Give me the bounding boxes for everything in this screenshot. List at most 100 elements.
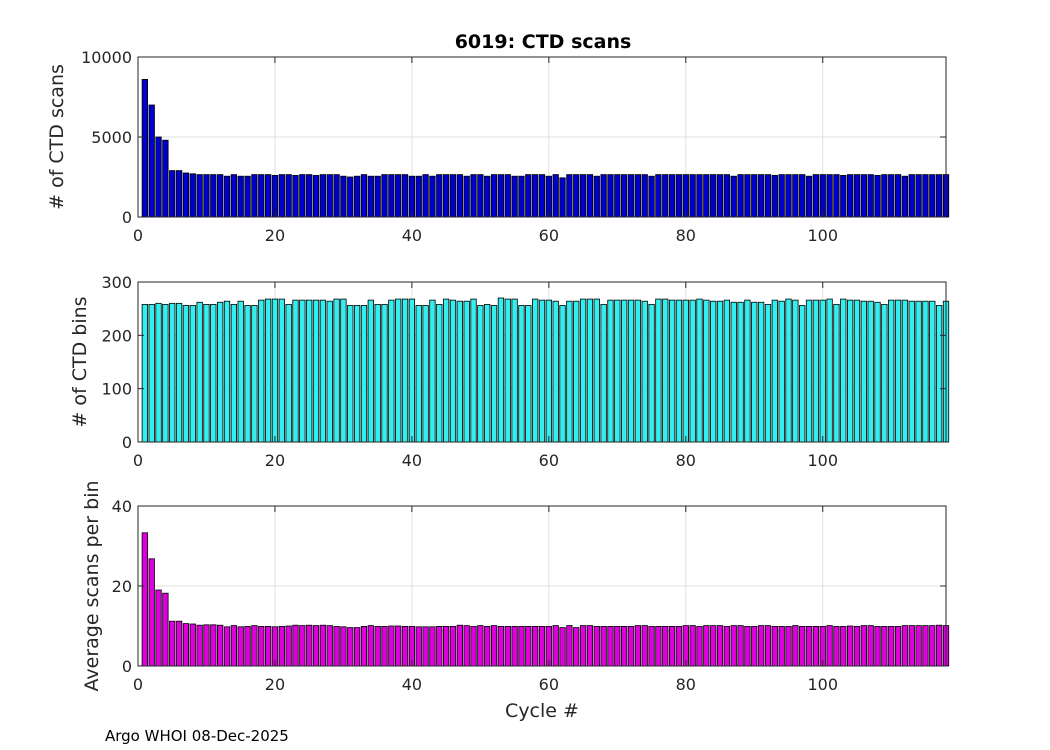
- bar-cycle-1: [141, 79, 148, 218]
- bar-cycle-36: [381, 626, 388, 667]
- bar-cycle-99: [812, 626, 820, 667]
- bar-cycle-7: [182, 623, 190, 667]
- bar-cycle-40: [408, 298, 416, 443]
- bar-cycle-108: [874, 626, 881, 667]
- bar-cycle-22: [285, 625, 292, 667]
- bar-cycle-2: [148, 104, 155, 218]
- bar-cycle-114: [915, 300, 922, 443]
- x-tick-label: 80: [676, 451, 696, 470]
- bar-cycle-80: [682, 299, 689, 443]
- y-tick-label: 10000: [81, 48, 132, 67]
- bar-cycle-86: [723, 626, 731, 667]
- bar-cycle-3: [155, 136, 162, 218]
- bar-cycle-32: [353, 627, 361, 667]
- bar-cycle-65: [579, 174, 587, 218]
- bars: [141, 532, 950, 667]
- bar-cycle-62: [559, 627, 566, 667]
- bar-cycle-100: [819, 299, 826, 443]
- bar-cycle-87: [730, 301, 737, 443]
- x-tick-label: 80: [676, 226, 696, 245]
- bar-cycle-58: [532, 298, 539, 443]
- bar-cycle-52: [490, 625, 498, 667]
- bar-cycle-4: [162, 592, 169, 667]
- bar-cycle-115: [922, 300, 929, 443]
- bar-cycle-10: [203, 303, 210, 443]
- bar-cycle-25: [306, 299, 313, 443]
- bar-cycle-104: [847, 174, 854, 218]
- bar-cycle-12: [217, 624, 224, 667]
- bar-cycle-42: [422, 174, 429, 218]
- bar-cycle-63: [566, 174, 573, 218]
- bar-cycle-28: [326, 300, 333, 443]
- bar-cycle-5: [169, 170, 176, 218]
- bar-cycle-115: [922, 625, 929, 667]
- bar-cycle-71: [621, 299, 628, 443]
- bar-cycle-66: [586, 174, 594, 218]
- bar-cycle-116: [929, 300, 936, 443]
- bar-cycle-38: [395, 174, 402, 218]
- bar-cycle-44: [436, 303, 443, 443]
- bar-cycle-94: [778, 300, 785, 443]
- x-tick-label: 60: [539, 226, 559, 245]
- bar-cycle-42: [422, 626, 429, 667]
- bar-cycle-102: [833, 626, 840, 667]
- bar-cycle-46: [449, 299, 457, 443]
- bar-cycle-7: [182, 305, 190, 443]
- bar-cycle-79: [675, 174, 683, 218]
- bar-cycle-110: [888, 626, 895, 667]
- bar-cycle-70: [614, 299, 621, 443]
- bar-cycle-30: [340, 626, 347, 667]
- bar-cycle-76: [655, 626, 662, 667]
- x-tick-label: 20: [265, 451, 285, 470]
- bar-cycle-103: [840, 174, 847, 218]
- bar-cycle-91: [757, 625, 765, 667]
- bar-cycle-8: [189, 173, 196, 218]
- bar-cycle-95: [785, 174, 792, 218]
- y-tick-label: 40: [112, 497, 132, 516]
- bar-cycle-25: [306, 174, 313, 218]
- bar-cycle-97: [799, 626, 806, 667]
- bar-cycle-88: [737, 174, 744, 218]
- bar-cycle-101: [826, 174, 833, 218]
- bar-cycle-96: [792, 625, 799, 667]
- bar-cycle-11: [210, 303, 217, 443]
- x-tick-label: 0: [133, 451, 143, 470]
- bar-cycle-111: [894, 299, 902, 443]
- bar-cycle-19: [264, 174, 272, 218]
- bar-cycle-13: [223, 626, 231, 667]
- bar-cycle-68: [600, 626, 607, 667]
- bar-cycle-7: [182, 172, 190, 218]
- bar-cycle-24: [299, 625, 306, 667]
- bar-cycle-90: [751, 301, 758, 443]
- bar-cycle-51: [484, 626, 491, 667]
- bar-cycle-31: [347, 627, 354, 667]
- bar-cycle-70: [614, 626, 621, 667]
- bar-cycle-96: [792, 299, 799, 443]
- x-tick-label: 40: [402, 675, 422, 694]
- bar-cycle-43: [429, 299, 436, 443]
- bar-cycle-43: [429, 626, 436, 667]
- bar-cycle-6: [175, 620, 183, 667]
- bar-cycle-56: [518, 175, 525, 218]
- bar-cycle-78: [668, 626, 676, 667]
- bar-cycle-52: [490, 305, 498, 443]
- bar-cycle-46: [449, 174, 457, 218]
- bar-cycle-10: [203, 624, 210, 667]
- bar-cycle-4: [162, 303, 169, 443]
- bar-cycle-93: [771, 174, 778, 218]
- bar-cycle-14: [230, 625, 238, 667]
- bar-cycle-44: [436, 626, 443, 667]
- bar-cycle-114: [915, 174, 922, 218]
- y-tick-label: 200: [101, 326, 132, 345]
- bar-cycle-28: [326, 174, 333, 218]
- bar-cycle-9: [196, 174, 203, 218]
- bar-cycle-74: [641, 625, 648, 667]
- bar-cycle-73: [634, 625, 642, 667]
- bar-cycle-58: [532, 174, 539, 218]
- bar-cycle-71: [621, 626, 628, 667]
- bar-cycle-22: [285, 174, 292, 218]
- axes-frame: [137, 281, 947, 443]
- bar-cycle-115: [922, 174, 929, 218]
- bar-cycle-38: [395, 625, 402, 667]
- bars: [141, 79, 950, 218]
